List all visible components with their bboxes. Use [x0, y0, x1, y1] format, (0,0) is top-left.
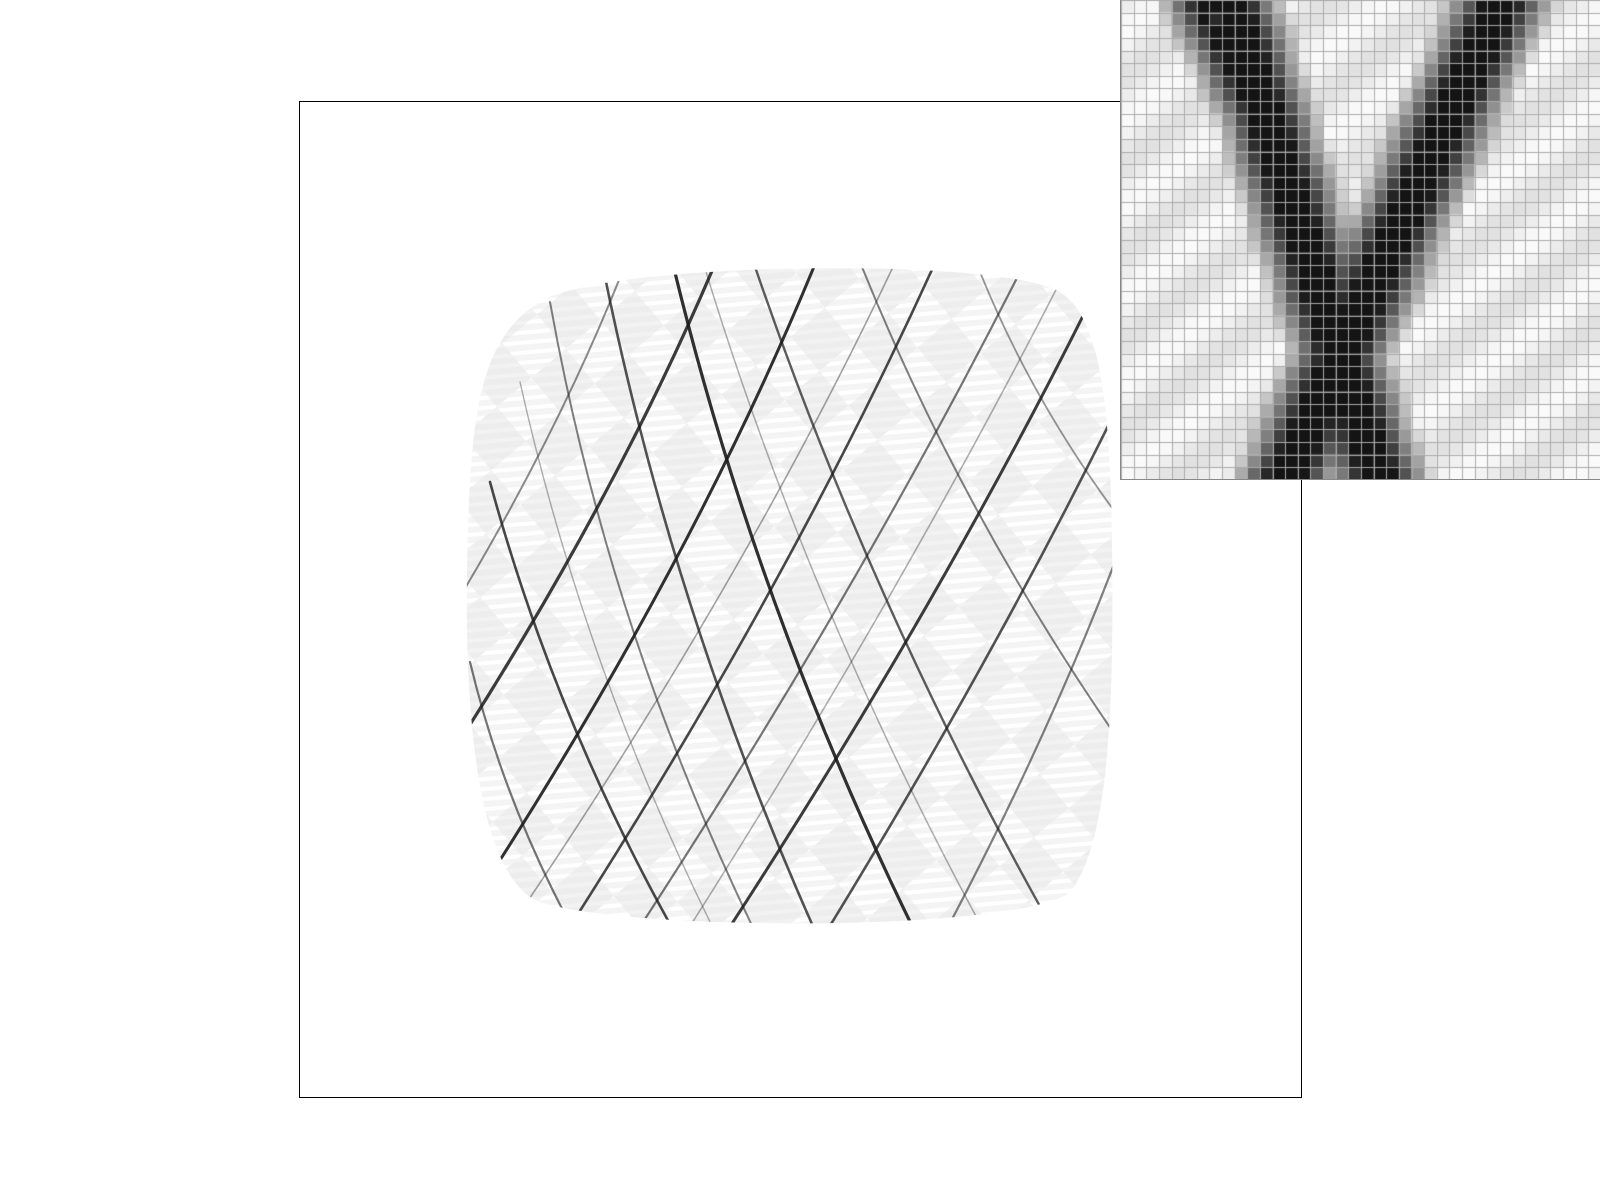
plaid-line [598, 268, 822, 924]
plaid-line [628, 270, 1022, 924]
plaid-line [468, 660, 582, 924]
zoomed-pixel-grid [1121, 0, 1600, 479]
plaid-line [859, 268, 1113, 743]
plaid-line [979, 271, 1113, 533]
plaid-line [466, 268, 631, 663]
plaid-line [549, 301, 761, 924]
plaid-line [748, 268, 1062, 924]
plaid-line [499, 268, 901, 924]
textured-cushion-render [466, 268, 1113, 924]
plaid-line [938, 520, 1113, 924]
plaid-line [466, 268, 822, 924]
plaid-line [818, 400, 1113, 924]
plaid-line [699, 268, 991, 924]
plaid-line [668, 268, 922, 924]
pixel-zoom-inset [1120, 0, 1600, 480]
plaid-line [679, 281, 1061, 924]
plaid-line [488, 480, 682, 924]
plaid-line [519, 381, 721, 924]
cushion-body [466, 268, 1113, 924]
